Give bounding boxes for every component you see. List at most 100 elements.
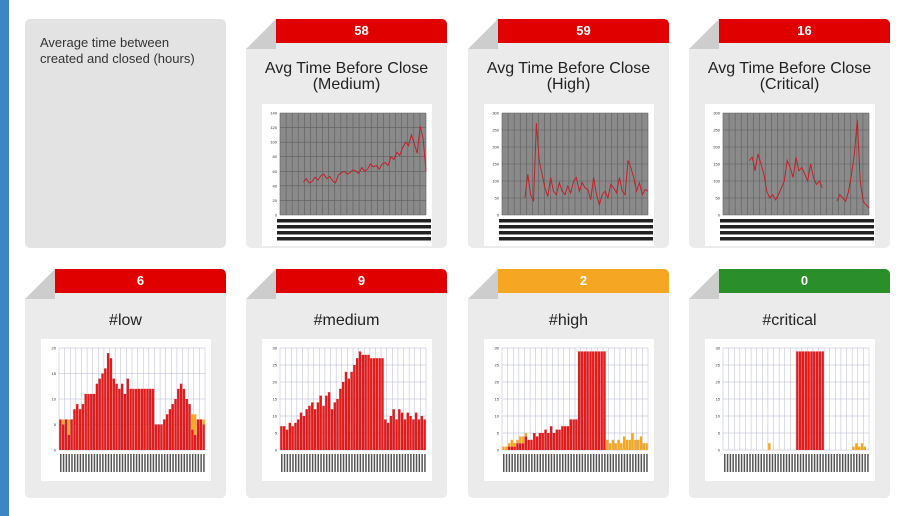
x-tick-label — [365, 454, 367, 472]
chart-svg: 140 120 100 80 60 40 20 0 — [270, 111, 431, 241]
x-tick-label — [864, 454, 866, 472]
x-tick-label — [194, 454, 197, 472]
bar-orange — [614, 443, 617, 450]
card-avg-time-high[interactable]: 59 Avg Time Before Close (High) 300 250 20… — [468, 19, 669, 248]
bar — [182, 388, 186, 450]
x-tick-label — [292, 454, 294, 472]
x-tick-label — [556, 454, 558, 472]
card-avg-time-medium[interactable]: 58 Avg Time Before Close (Medium) 140 120… — [246, 19, 447, 248]
x-tick-label — [314, 454, 317, 472]
bar-orange — [606, 439, 609, 450]
bar — [370, 358, 373, 450]
bar-orange — [628, 439, 631, 450]
x-tick-label — [71, 454, 73, 472]
x-tick-label — [424, 454, 426, 472]
x-tick-label — [590, 454, 592, 472]
bar — [544, 429, 547, 450]
bar-orange — [193, 414, 197, 435]
bar — [163, 419, 166, 450]
bar-orange — [645, 443, 648, 450]
x-tick-label — [629, 454, 631, 472]
x-tick-label — [283, 454, 286, 472]
bar — [160, 424, 163, 450]
x-tick-label — [415, 454, 418, 472]
bar — [202, 424, 205, 450]
bar — [815, 351, 819, 450]
y-tick-label: 20 — [495, 380, 500, 385]
bar — [73, 409, 76, 450]
x-tick-label — [421, 454, 423, 472]
card-critical[interactable]: 0 #critical 30 25 20 15 10 5 0 — [689, 269, 890, 498]
bar — [188, 404, 191, 450]
bar — [81, 404, 85, 450]
bar — [327, 392, 331, 450]
card-medium[interactable]: 9 #medium 30 25 20 15 10 5 0 — [246, 269, 447, 498]
x-tick-label — [754, 454, 757, 472]
x-tick-label — [65, 454, 68, 472]
bar — [168, 409, 172, 450]
x-tick-label — [808, 454, 810, 472]
x-tick-label — [130, 454, 132, 472]
x-tick-label — [618, 454, 620, 472]
x-tick-label — [404, 454, 407, 472]
bar — [193, 434, 197, 450]
x-tick-label — [643, 454, 645, 472]
bar — [104, 368, 107, 450]
bar — [98, 378, 101, 450]
x-tick-label — [833, 454, 835, 472]
bar — [796, 351, 799, 450]
bar-orange — [191, 414, 194, 430]
x-tick-label — [847, 454, 850, 472]
x-tick-label — [155, 454, 157, 472]
bar — [179, 383, 183, 450]
bar — [521, 443, 525, 450]
x-tick-label — [844, 454, 847, 472]
bar — [151, 388, 155, 450]
count-badge: 0 — [719, 269, 890, 293]
x-tick-label — [286, 454, 289, 472]
bar — [552, 433, 556, 450]
x-tick-labels — [720, 225, 874, 229]
x-tick-label — [169, 454, 171, 472]
bar — [398, 409, 401, 450]
card-avg-time-critical[interactable]: 16 Avg Time Before Close (Critical) 300 2… — [689, 19, 890, 248]
x-tick-label — [82, 454, 84, 472]
card-low[interactable]: 6 #low 20 15 10 5 0 — [25, 269, 226, 498]
bar-orange — [507, 443, 511, 447]
x-tick-label — [782, 454, 785, 472]
bar — [384, 419, 387, 450]
bar-orange — [521, 436, 525, 444]
bar — [311, 402, 314, 450]
bar — [555, 429, 558, 450]
x-tick-label — [138, 454, 141, 472]
x-tick-label — [760, 454, 762, 472]
card-title: Avg Time Before Close (Critical) — [689, 61, 890, 93]
x-tick-labels — [277, 219, 431, 223]
x-tick-label — [306, 454, 308, 472]
bar — [406, 412, 409, 450]
bar — [305, 409, 308, 450]
x-tick-label — [141, 454, 143, 472]
card-high[interactable]: 2 #high 30 25 20 15 10 5 0 — [468, 269, 669, 498]
x-tick-label — [331, 454, 334, 472]
bar-orange — [636, 439, 640, 450]
bar — [583, 351, 587, 450]
bar — [395, 419, 398, 450]
x-tick-label — [850, 454, 852, 472]
card-title-line2: (Critical) — [759, 76, 820, 93]
bar — [389, 416, 393, 450]
x-tick-label — [317, 454, 319, 472]
bar — [62, 424, 65, 450]
x-tick-label — [545, 454, 547, 472]
y-tick-label: 10 — [495, 414, 500, 419]
bar-orange — [634, 439, 637, 450]
x-tick-label — [539, 454, 541, 472]
x-tick-label — [525, 454, 527, 472]
bar — [283, 426, 286, 450]
bar-orange — [502, 446, 505, 450]
x-tick-label — [186, 454, 188, 472]
card-title-line1: Avg Time Before Close — [264, 60, 429, 77]
x-tick-label — [328, 454, 331, 472]
x-tick-label — [836, 454, 838, 472]
x-tick-label — [780, 454, 782, 472]
